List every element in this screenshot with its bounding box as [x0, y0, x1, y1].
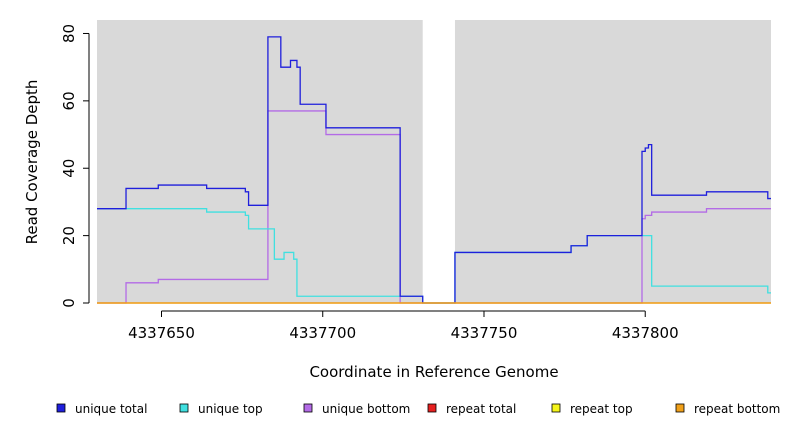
x-tick-label: 4337750 — [451, 324, 518, 342]
legend-swatch — [675, 403, 685, 413]
y-tick-label: 20 — [60, 226, 78, 245]
legend-swatch — [551, 403, 561, 413]
legend-swatch — [56, 403, 66, 413]
legend-label: repeat total — [446, 402, 516, 416]
legend-item: repeat top — [551, 402, 633, 416]
y-axis-label: Read Coverage Depth — [23, 80, 41, 245]
legend-item: unique total — [56, 402, 147, 416]
legend-item: repeat total — [427, 402, 516, 416]
x-tick-label: 4337700 — [289, 324, 356, 342]
legend-swatch — [179, 403, 189, 413]
series-layer — [97, 36, 771, 304]
legend-label: repeat top — [570, 402, 633, 416]
legend-item: repeat bottom — [675, 402, 780, 416]
legend-swatch — [427, 403, 437, 413]
x-tick-label: 4337800 — [612, 324, 679, 342]
legend-label: unique total — [75, 402, 147, 416]
legend-label: repeat bottom — [694, 402, 780, 416]
legend-swatch — [303, 403, 313, 413]
series-unique-total — [97, 36, 771, 304]
x-axis-label: Coordinate in Reference Genome — [309, 363, 558, 381]
legend-label: unique bottom — [322, 402, 410, 416]
axis-layer: 0 20 40 60 80 4337650 4337700 4337750 4337800 — [60, 24, 679, 342]
y-tick-label: 60 — [60, 91, 78, 110]
legend: unique total unique top unique bottom repea… — [56, 402, 780, 416]
y-tick-label: 0 — [60, 298, 78, 308]
x-tick-label: 4337650 — [128, 324, 195, 342]
legend-item: unique top — [179, 402, 263, 416]
gap-region — [422, 20, 455, 303]
y-tick-label: 80 — [60, 24, 78, 43]
y-tick-label: 40 — [60, 159, 78, 178]
legend-item: unique bottom — [303, 402, 410, 416]
legend-label: unique top — [198, 402, 263, 416]
